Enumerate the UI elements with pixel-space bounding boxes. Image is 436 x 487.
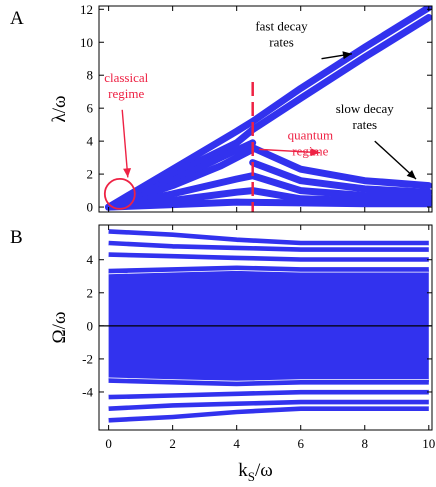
annotation-arrow-shaft <box>374 140 417 180</box>
y-tick-label: 10 <box>80 35 93 50</box>
annotation-text: classical <box>104 70 148 85</box>
y-tick-label: -2 <box>82 351 93 366</box>
frequency-band-6 <box>108 389 429 400</box>
y-tick-label: -4 <box>82 384 93 399</box>
frequency-band-4 <box>108 265 429 274</box>
frequency-band-5 <box>108 377 429 387</box>
y-tick-label: 2 <box>87 285 94 300</box>
y-tick-label: 2 <box>87 167 94 182</box>
annotation-text: regime <box>108 86 144 101</box>
x-axis-label-main: k <box>238 460 248 481</box>
eigenvalue-band-9 <box>105 198 432 211</box>
y-tick-label: 4 <box>87 134 94 149</box>
annotation-text: rates <box>269 35 294 50</box>
band-gap-6 <box>108 389 429 395</box>
panel-letter: A <box>10 8 24 29</box>
annotation-arrow-head <box>342 51 352 60</box>
annotation-arrow-head <box>310 148 320 157</box>
band-gap-7 <box>108 398 429 407</box>
y-axis-label: Ω/ω <box>49 312 70 344</box>
band-gap-3 <box>108 256 429 263</box>
panel-letter: B <box>10 227 23 248</box>
plot-area <box>99 229 432 423</box>
annotation-arrow-shaft <box>259 148 320 154</box>
x-tick-label: 10 <box>422 436 435 451</box>
y-tick-label: 12 <box>80 2 93 17</box>
plot-frame <box>98 5 433 213</box>
eigenvalue-band-4 <box>105 145 257 211</box>
plot-frame <box>98 224 433 431</box>
frequency-band-7 <box>108 399 429 411</box>
frequency-band-1 <box>108 229 429 246</box>
x-axis-label-tail: /ω <box>255 460 273 481</box>
annotation-text: fast decay <box>255 19 308 34</box>
x-axis-label-subscript: S <box>248 469 255 484</box>
annotation-text: quantum <box>288 127 334 142</box>
x-axis-label: kS/ω <box>238 460 273 484</box>
band-gap-5 <box>108 377 429 382</box>
panel-a: fast decayratesclassicalregimequantumreg… <box>10 2 433 215</box>
y-tick-label: 0 <box>87 318 94 333</box>
y-tick-label: 6 <box>87 101 94 116</box>
classical-regime-circle <box>103 177 136 210</box>
band-gap-2 <box>108 245 429 253</box>
y-tick-label: 4 <box>87 252 94 267</box>
plot-area <box>105 6 432 211</box>
annotation-text: rates <box>352 117 377 132</box>
annotation-arrow-shaft <box>121 109 129 178</box>
x-tick-label: 0 <box>105 436 112 451</box>
annotation-arrow-head <box>123 168 132 178</box>
eigenvalue-band-5 <box>249 144 432 190</box>
frequency-band-8 <box>108 406 429 423</box>
frequency-band-3 <box>108 252 429 263</box>
x-tick-label: 4 <box>233 436 240 451</box>
annotation-arrow-head <box>406 170 416 180</box>
band-gap-4 <box>108 270 429 275</box>
eigenvalue-band-6 <box>249 159 432 196</box>
x-tick-label: 8 <box>362 436 369 451</box>
x-tick-label: 6 <box>297 436 304 451</box>
frequency-band-2 <box>108 240 429 253</box>
y-axis-label: λ/ω <box>49 96 70 123</box>
band-gap-8 <box>108 405 429 418</box>
annotation-text: slow decay <box>336 101 395 116</box>
y-tick-label: 8 <box>87 68 94 83</box>
y-tick-label: 0 <box>87 200 94 215</box>
annotation-text: regime <box>292 143 328 158</box>
band-gap-1 <box>108 233 429 247</box>
eigenvalue-band-2 <box>105 6 432 211</box>
panel-b: 0 2 4 6 8 10 -4 -2 0 2 4 B Ω/ω kS/ω <box>10 224 435 484</box>
x-tick-label: 2 <box>169 436 176 451</box>
